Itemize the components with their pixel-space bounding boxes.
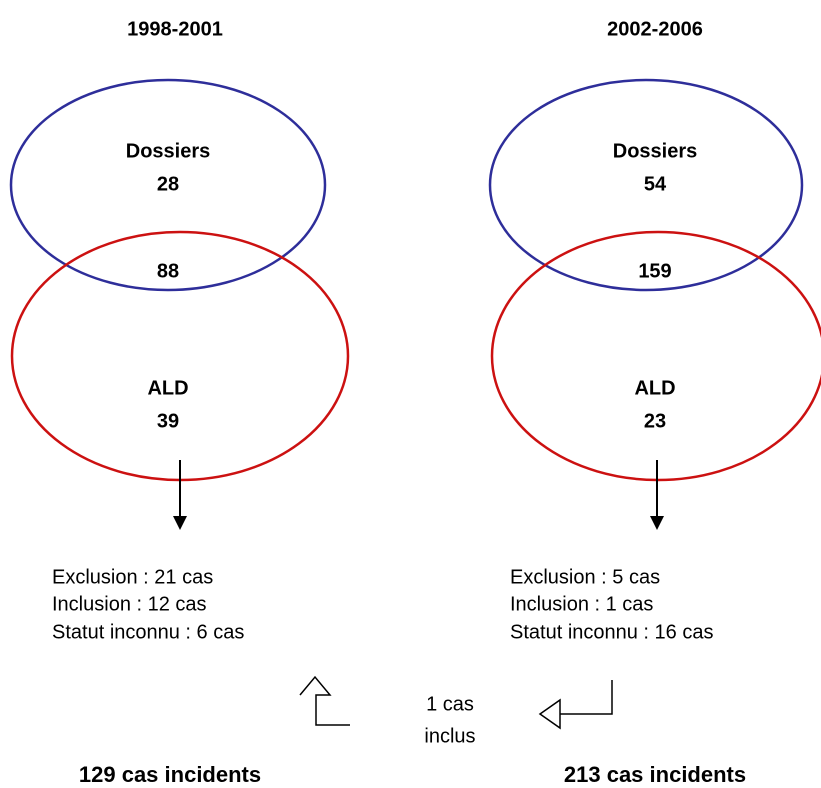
overlap-count: 159 [638,260,671,282]
set-label: Dossiers [126,140,211,162]
transfer-arrow [538,680,613,730]
detail: Statut inconnu : 6 cas [52,621,244,643]
overlap-count: 88 [157,260,179,282]
transfer-arrow [299,675,350,726]
set-count: 39 [157,410,179,432]
detail: Statut inconnu : 16 cas [510,621,713,643]
total: 213 cas incidents [564,762,746,787]
arrow-head [650,516,664,530]
set-count: 28 [157,173,179,195]
set-label: ALD [634,377,675,399]
set-label: Dossiers [613,140,698,162]
detail: Exclusion : 5 cas [510,566,660,588]
set-count: 54 [644,173,667,195]
detail: Inclusion : 1 cas [510,593,653,615]
set-count: 23 [644,410,666,432]
detail: Inclusion : 12 cas [52,593,207,615]
dossiers-circle [488,78,804,292]
arrow-head [173,516,187,530]
transfer-note: inclus [424,725,475,747]
period-title: 2002-2006 [607,18,703,40]
dossiers-circle [9,78,327,292]
set-label: ALD [147,377,188,399]
period-title: 1998-2001 [127,18,223,40]
ald-circle [10,230,350,482]
total: 129 cas incidents [79,762,261,787]
transfer-note: 1 cas [426,693,474,715]
detail: Exclusion : 21 cas [52,566,213,588]
